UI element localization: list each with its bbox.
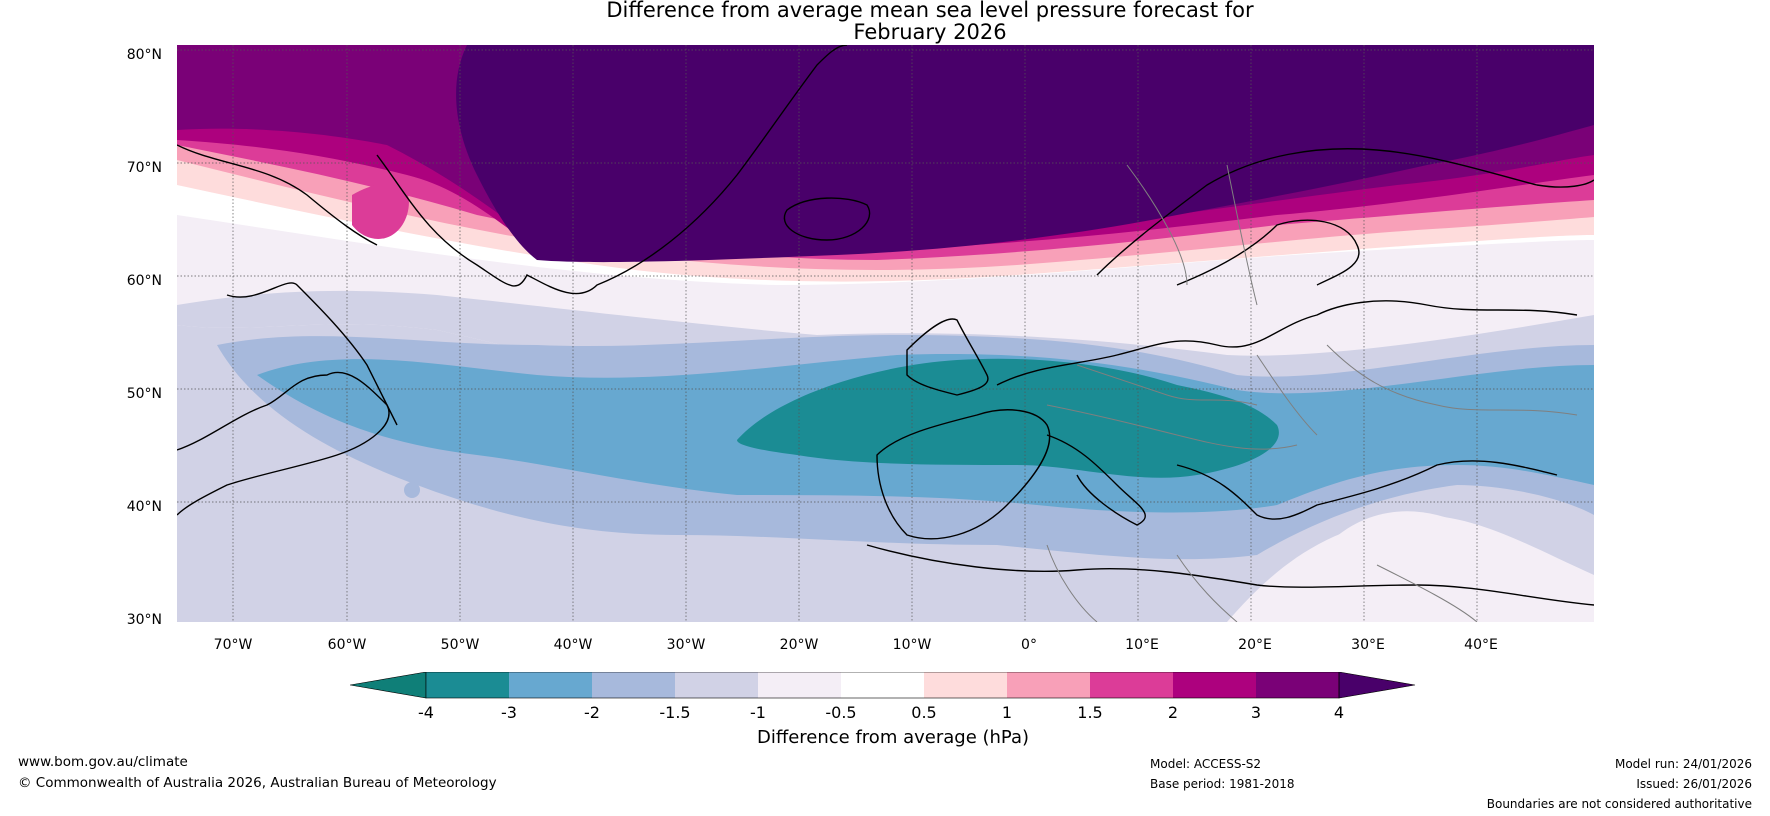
colorbar-swatch: [1090, 672, 1173, 698]
lon-label-20e: 20°E: [1238, 637, 1272, 653]
pressure-anomaly-map: [177, 45, 1594, 622]
colorbar-tick-label: -3: [501, 703, 517, 722]
lat-label-80n: 80°N: [126, 47, 162, 63]
lon-label-40e: 40°E: [1464, 637, 1498, 653]
colorbar: [349, 671, 1420, 708]
colorbar-tick-label: -0.5: [825, 703, 857, 722]
footer-model-run: Model run: 24/01/2026: [1614, 757, 1752, 771]
colorbar-swatch: [841, 672, 924, 698]
colorbar-extend-high: [1338, 671, 1416, 699]
lat-label-70n: 70°N: [126, 160, 162, 176]
grey-borders: [1046, 164, 1578, 622]
lon-label-20w: 20°W: [779, 637, 819, 653]
footer-base-period: Base period: 1981-2018: [1150, 777, 1295, 791]
title-line-1: Difference from average mean sea level p…: [606, 0, 1254, 22]
colorbar-tick-label: -1.5: [659, 703, 691, 722]
lat-label-60n: 60°N: [126, 273, 162, 289]
colorbar-outline: [425, 671, 1340, 699]
colorbar-tick-label: 3: [1250, 703, 1262, 722]
colorbar-tick-label: 1: [1001, 703, 1013, 722]
dotted-graticule: [177, 45, 1594, 622]
colorbar-swatch: [426, 672, 509, 698]
colorbar-label: Difference from average (hPa): [756, 727, 1030, 748]
lon-label-70w: 70°W: [213, 637, 253, 653]
colorbar-tick-label: 4: [1333, 703, 1345, 722]
colorbar-swatch: [1007, 672, 1090, 698]
colorbar-tick-label: 0.5: [911, 703, 937, 722]
lon-label-0: 0°: [1021, 637, 1037, 653]
footer-model: Model: ACCESS-S2: [1150, 757, 1262, 771]
colorbar-swatch: [592, 672, 675, 698]
colorbar-tick-label: -1: [750, 703, 766, 722]
lat-label-30n: 30°N: [126, 612, 162, 628]
black-coastlines: [177, 45, 1594, 606]
colorbar-tick-label: 1.5: [1077, 703, 1103, 722]
colorbar-swatch: [924, 672, 1007, 698]
anomaly-band-minus-3: [737, 358, 1279, 478]
title-line-2: February 2026: [853, 20, 1007, 44]
europe-coast: [996, 300, 1578, 386]
colorbar-swatch: [1173, 672, 1256, 698]
footer-disclaimer: Boundaries are not considered authoritat…: [1486, 797, 1752, 811]
iceland-coast: [783, 197, 871, 241]
lon-label-30e: 30°E: [1351, 637, 1385, 653]
lon-label-50w: 50°W: [440, 637, 480, 653]
colorbar-swatch: [1256, 672, 1339, 698]
colorbar-swatch: [509, 672, 592, 698]
footer-copyright: © Commonwealth of Australia 2026, Austra…: [18, 775, 497, 791]
lon-label-60w: 60°W: [327, 637, 367, 653]
colorbar-extend-low: [349, 671, 427, 699]
colorbar-tick-label: -2: [584, 703, 600, 722]
footer-website: www.bom.gov.au/climate: [18, 754, 188, 770]
colorbar-swatch: [758, 672, 841, 698]
colorbar-swatch: [675, 672, 758, 698]
greenland-coast: [376, 45, 848, 295]
footer-issued: Issued: 26/01/2026: [1636, 777, 1752, 791]
colorbar-swatches: [349, 671, 1416, 699]
lon-label-30w: 30°W: [666, 637, 706, 653]
lon-label-10e: 10°E: [1125, 637, 1159, 653]
colorbar-tick-label: -4: [418, 703, 434, 722]
lon-label-40w: 40°W: [553, 637, 593, 653]
colorbar-tick-label: 2: [1167, 703, 1179, 722]
lat-label-40n: 40°N: [126, 499, 162, 515]
lat-label-50n: 50°N: [126, 386, 162, 402]
lon-label-10w: 10°W: [892, 637, 932, 653]
uk-coast: [906, 318, 989, 396]
